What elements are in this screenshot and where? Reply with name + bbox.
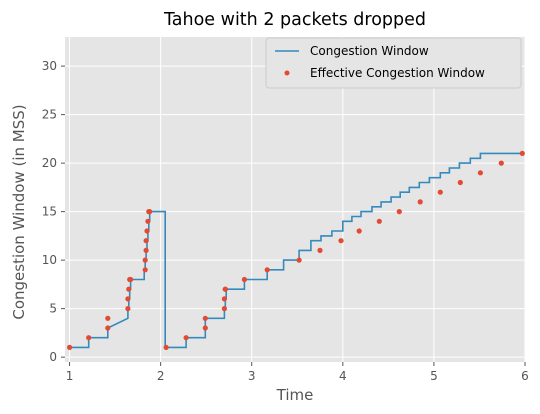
effective-window-point <box>145 218 151 224</box>
y-axis-label: Congestion Window (in MSS) <box>10 104 28 319</box>
effective-window-point <box>183 335 189 341</box>
grid-lines <box>65 37 526 362</box>
effective-window-point <box>519 150 525 156</box>
y-tick-label: 30 <box>42 59 57 73</box>
x-axis-ticks: 1 2 3 4 5 6 <box>66 362 529 383</box>
effective-window-point <box>142 257 148 263</box>
effective-window-point <box>105 315 111 321</box>
effective-window-point <box>338 238 344 244</box>
effective-window-point <box>296 257 302 263</box>
effective-window-point <box>163 344 169 350</box>
x-tick-label: 5 <box>430 369 438 383</box>
effective-window-point <box>202 315 208 321</box>
x-tick-label: 2 <box>157 369 165 383</box>
effective-window-point <box>128 276 134 283</box>
effective-window-point <box>125 306 131 312</box>
y-tick-label: 20 <box>42 156 57 170</box>
effective-window-point <box>222 286 228 292</box>
x-axis-label: Time <box>276 386 314 404</box>
y-tick-label: 10 <box>42 253 57 267</box>
x-tick-label: 4 <box>339 369 347 383</box>
effective-window-point <box>142 267 148 273</box>
effective-window-point <box>356 228 362 234</box>
effective-window-point <box>376 218 382 224</box>
legend: Congestion Window Effective Congestion W… <box>265 37 522 89</box>
effective-window-point <box>67 344 73 350</box>
effective-window-point <box>317 247 323 253</box>
series-layer <box>67 150 525 350</box>
effective-window-point <box>221 306 227 312</box>
effective-window-point <box>105 325 111 331</box>
effective-window-point <box>143 247 149 253</box>
y-tick-label: 5 <box>49 302 57 316</box>
y-axis-ticks: 0 5 10 15 20 25 30 <box>42 59 65 364</box>
legend-label-effective-window: Effective Congestion Window <box>310 66 485 80</box>
effective-window-point <box>241 276 247 283</box>
y-tick-label: 25 <box>42 108 57 122</box>
effective-window-point <box>147 209 153 215</box>
effective-window-point <box>264 267 270 273</box>
effective-window-point <box>477 170 483 176</box>
effective-window-point <box>417 199 423 205</box>
effective-window-point <box>221 296 227 302</box>
effective-window-point <box>144 228 150 234</box>
x-tick-label: 1 <box>66 369 74 383</box>
effective-window-point <box>125 296 131 302</box>
y-tick-label: 15 <box>42 205 57 219</box>
x-tick-label: 3 <box>248 369 256 383</box>
effective-window-point <box>437 189 443 195</box>
legend-box <box>265 37 522 89</box>
x-tick-label: 6 <box>521 369 529 383</box>
effective-window-point <box>143 238 149 244</box>
plot-area <box>65 37 525 362</box>
effective-window-point <box>86 335 92 341</box>
y-tick-label: 0 <box>49 350 57 364</box>
effective-window-point <box>457 179 463 186</box>
effective-window-point <box>202 325 208 331</box>
effective-window-point <box>126 286 132 292</box>
effective-window-point <box>396 209 402 215</box>
chart-title: Tahoe with 2 packets dropped <box>163 10 426 30</box>
legend-label-congestion-window: Congestion Window <box>310 44 429 58</box>
effective-window-point <box>498 160 504 166</box>
legend-point-swatch <box>284 70 290 76</box>
